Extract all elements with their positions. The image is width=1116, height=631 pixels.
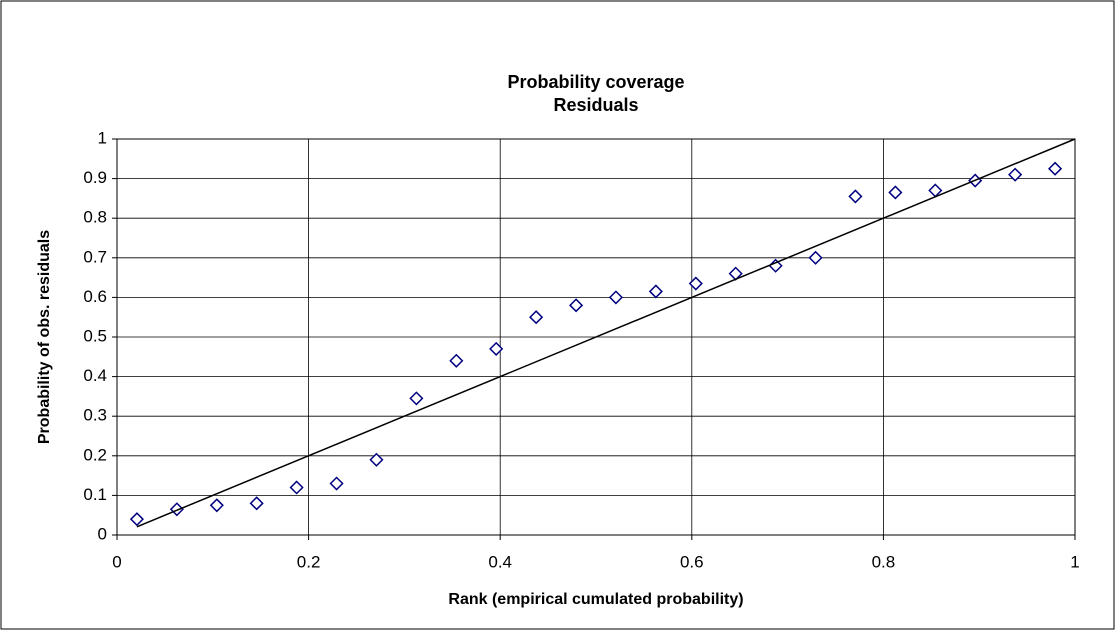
x-tick-label: 0.6: [680, 552, 704, 571]
y-tick-label: 1: [98, 128, 107, 147]
data-point: [1008, 167, 1023, 182]
x-axis-label: Rank (empirical cumulated probability): [448, 591, 743, 608]
y-tick-label: 0.1: [83, 485, 107, 504]
data-point: [648, 284, 663, 299]
y-tick-label: 0.5: [83, 326, 107, 345]
data-point: [129, 512, 144, 527]
data-point: [529, 310, 544, 325]
x-tick-label: 0.8: [872, 552, 896, 571]
y-tick-label: 0.6: [83, 287, 107, 306]
data-point: [329, 476, 344, 491]
y-tick-label: 0.4: [83, 366, 107, 385]
data-point: [888, 185, 903, 200]
x-tick-label: 1: [1070, 552, 1079, 571]
data-point: [1048, 161, 1063, 176]
y-axis-label: Probability of obs. residuals: [36, 230, 53, 444]
plot-area: [116, 138, 1076, 536]
x-tick-label: 0: [112, 552, 121, 571]
y-tick-label: 0.2: [83, 445, 107, 464]
data-point: [848, 189, 863, 204]
chart-title: Probability coverage: [507, 72, 684, 92]
y-tick-label: 0.3: [83, 406, 107, 425]
data-point: [409, 391, 424, 406]
data-point: [369, 452, 384, 467]
reference-line: [136, 138, 1076, 528]
data-point: [289, 480, 304, 495]
chart-subtitle: Residuals: [553, 95, 638, 115]
y-tick-label: 0: [98, 524, 107, 543]
data-point: [688, 276, 703, 291]
data-point: [569, 298, 584, 313]
data-point: [608, 290, 623, 305]
data-point: [209, 498, 224, 513]
y-tick-label: 0.9: [83, 168, 107, 187]
data-point: [808, 250, 823, 265]
data-point: [489, 341, 504, 356]
data-point: [249, 496, 264, 511]
y-tick-label: 0.8: [83, 208, 107, 227]
x-tick-label: 0.2: [297, 552, 321, 571]
data-point: [449, 353, 464, 368]
y-tick-label: 0.7: [83, 247, 107, 266]
x-tick-label: 0.4: [488, 552, 512, 571]
